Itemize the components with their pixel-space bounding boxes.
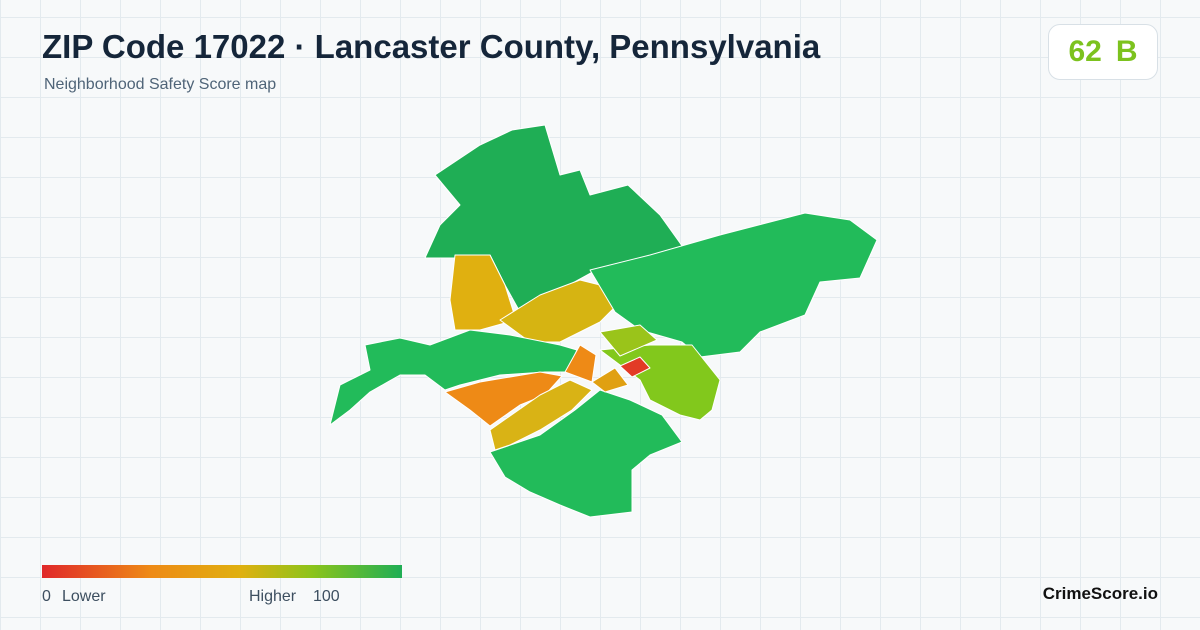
subtitle: Neighborhood Safety Score map — [44, 76, 277, 93]
score-badge: 62 B — [1048, 24, 1158, 80]
brand: CrimeScore.io — [1042, 584, 1158, 603]
legend-max: 100 — [313, 588, 340, 605]
region — [599, 324, 658, 357]
region — [589, 212, 878, 358]
title: ZIP Code 17022 · Lancaster County, Penns… — [42, 28, 821, 65]
score-grade: B — [1115, 35, 1138, 68]
legend-low: Lower — [62, 588, 106, 605]
region — [489, 389, 683, 518]
region — [619, 356, 651, 378]
score-value: 62 — [1068, 35, 1102, 68]
region — [564, 344, 597, 383]
legend-gradient — [42, 565, 402, 578]
region — [591, 367, 629, 393]
legend-high: Higher — [249, 588, 297, 605]
legend-min: 0 — [42, 588, 51, 605]
region — [449, 254, 517, 331]
